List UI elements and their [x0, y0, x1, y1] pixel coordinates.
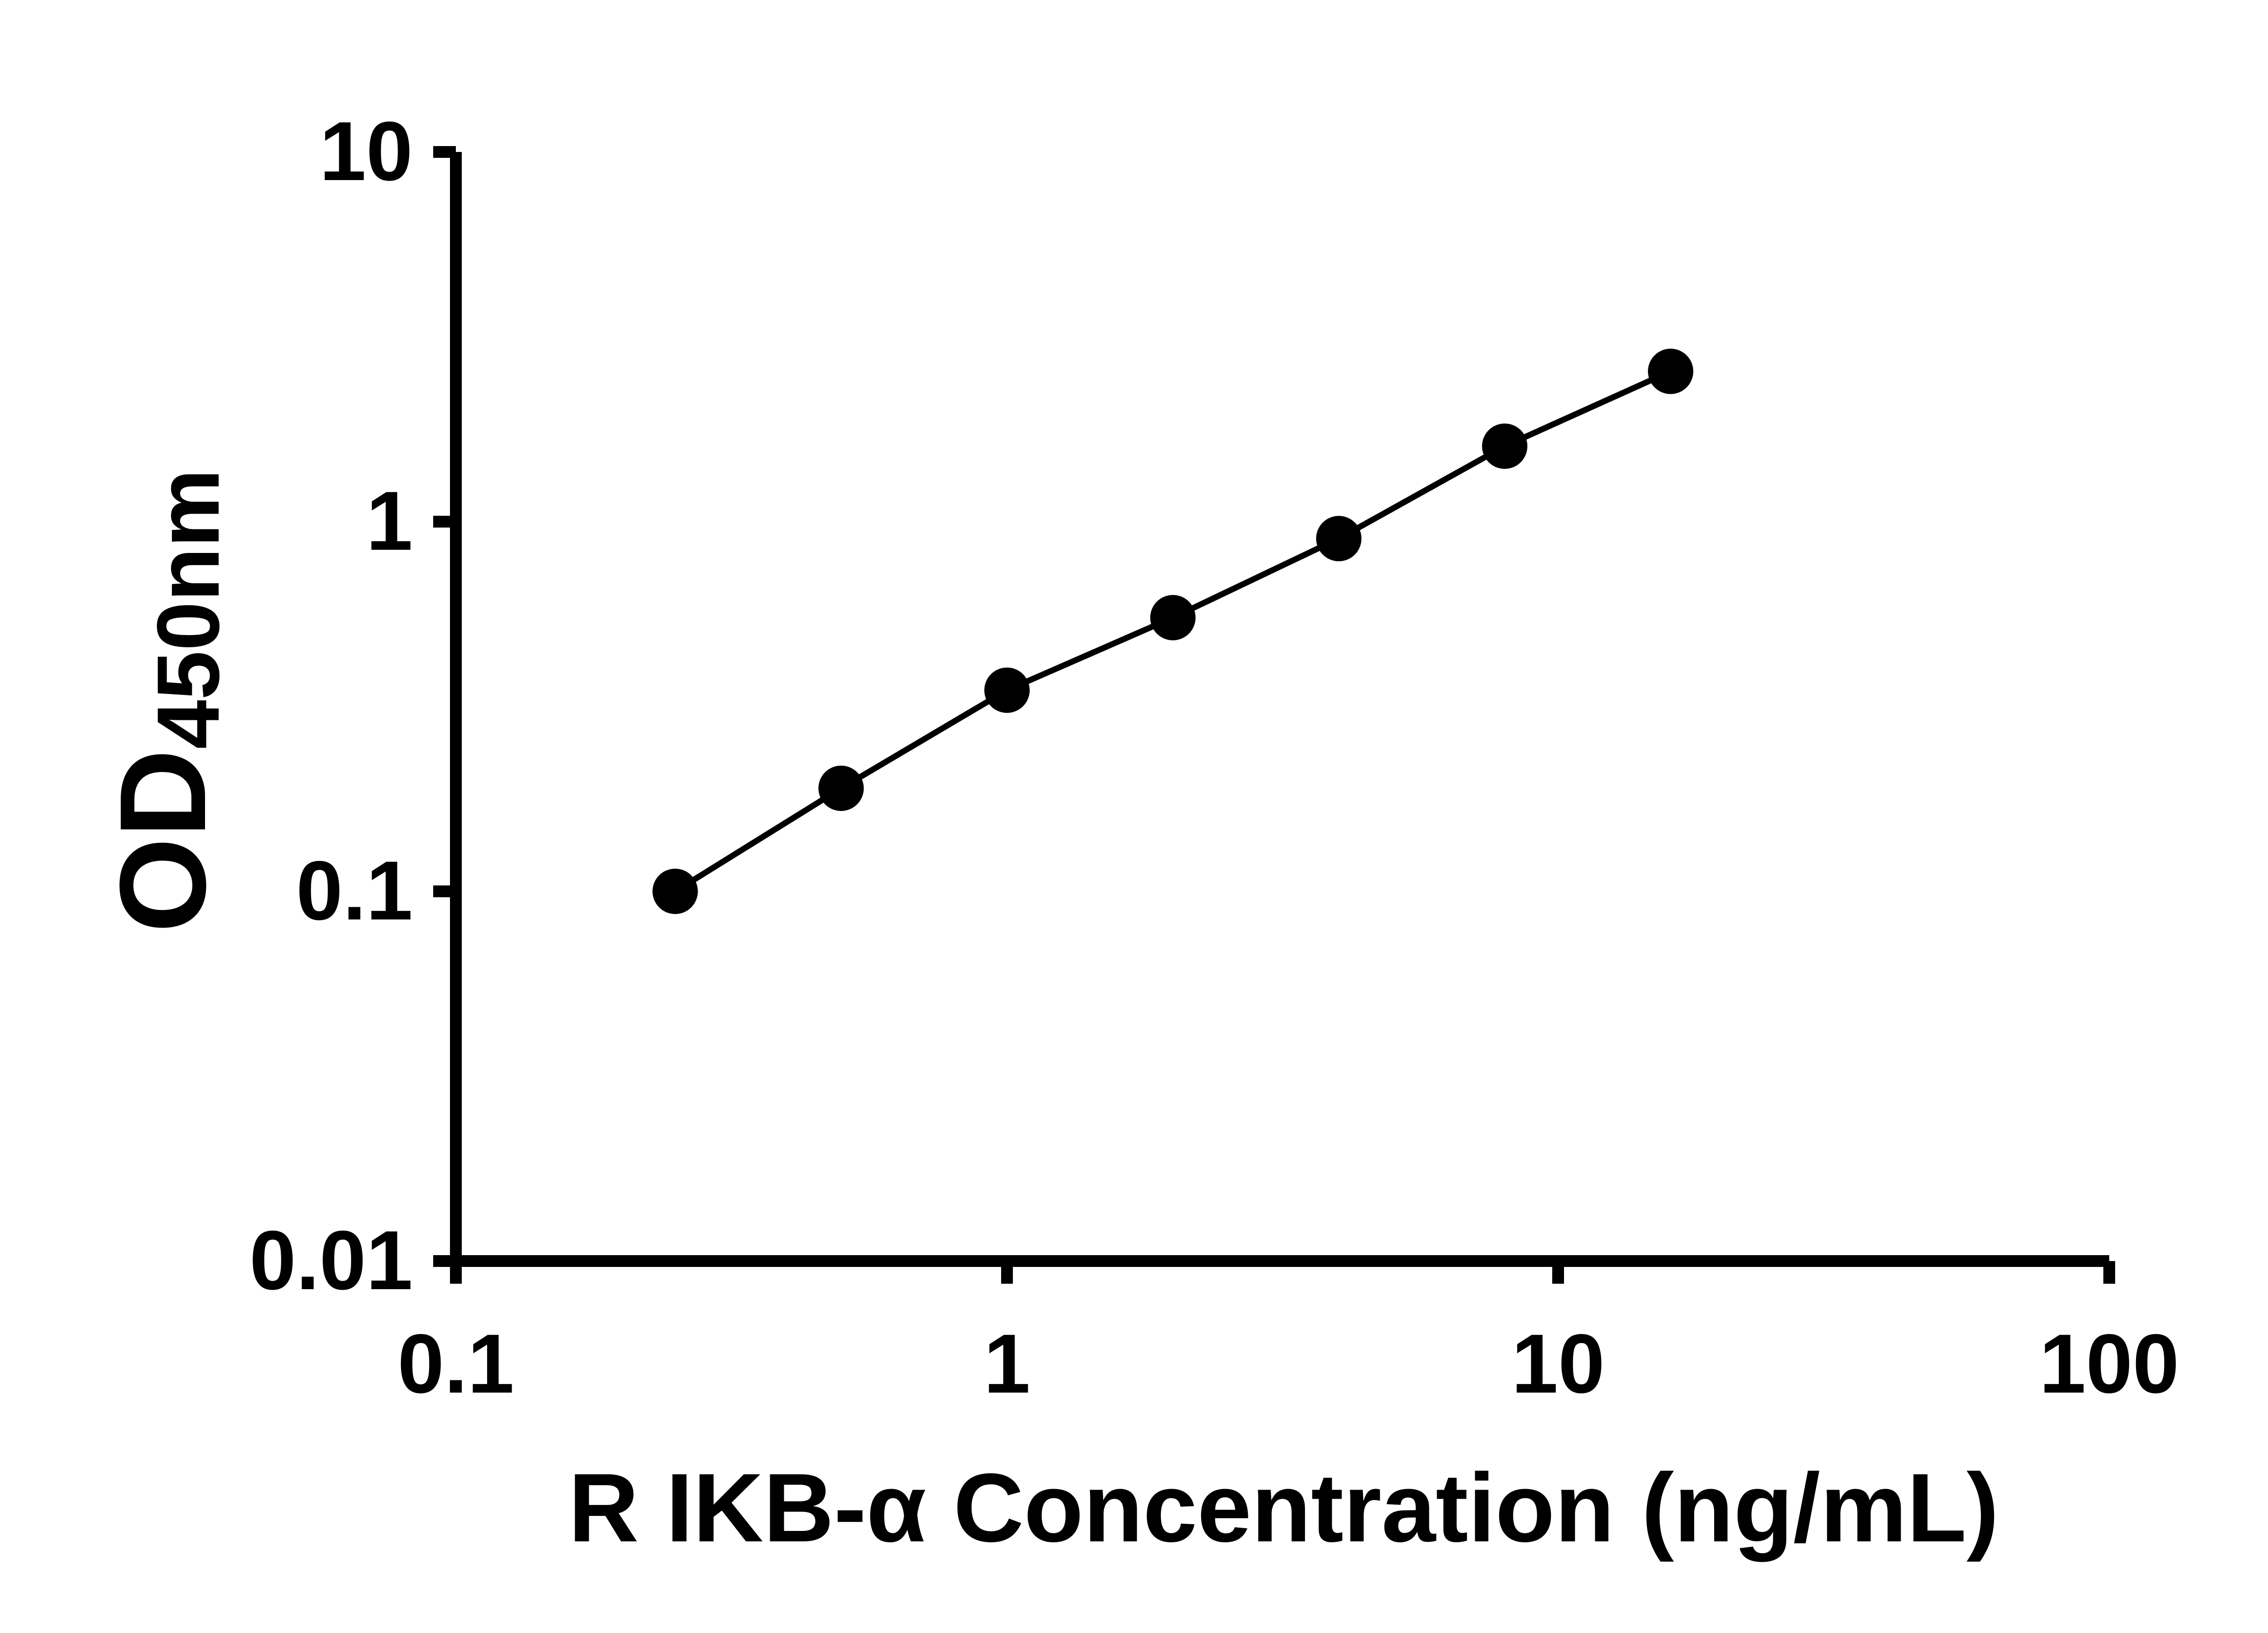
x-tick-label: 10 — [1511, 1317, 1605, 1411]
x-tick-label: 1 — [984, 1317, 1031, 1411]
y-tick-label: 0.01 — [249, 1214, 413, 1307]
data-point — [1482, 423, 1528, 469]
data-point — [1150, 595, 1196, 640]
data-point — [818, 765, 864, 811]
y-axis-title: OD450nm — [93, 469, 238, 933]
x-axis-title: R IKB-α Concentration (ng/mL) — [568, 1453, 1999, 1562]
y-tick-label: 1 — [366, 474, 413, 568]
y-tick-label: 10 — [319, 105, 413, 198]
y-tick-label: 0.1 — [296, 844, 413, 938]
data-point — [1648, 348, 1694, 394]
data-point — [652, 869, 698, 914]
x-tick-label: 100 — [2039, 1317, 2180, 1411]
y-axis-title-subscript: 450nm — [139, 469, 238, 749]
data-point — [984, 667, 1030, 713]
x-tick-label: 0.1 — [397, 1317, 514, 1411]
y-axis-title-main: OD — [95, 749, 231, 933]
data-point — [1316, 516, 1362, 562]
